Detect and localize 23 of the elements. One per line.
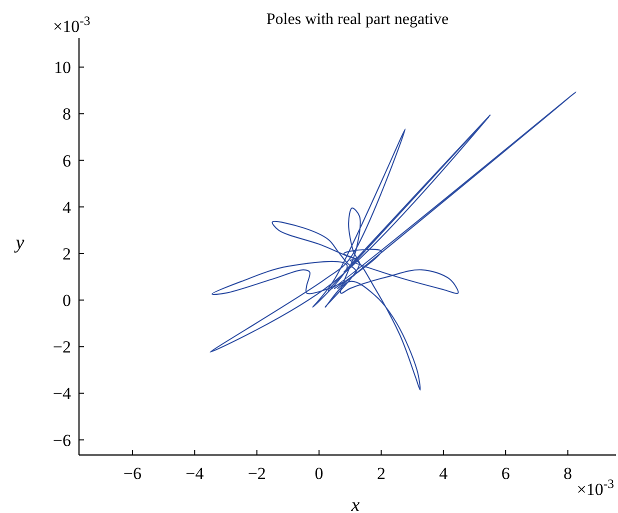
x-tick-label: −6 <box>123 464 142 483</box>
x-axis-title: x <box>350 495 360 513</box>
x-tick-label: 2 <box>376 464 386 483</box>
x-tick-label: 6 <box>501 464 510 483</box>
chart-title: Poles with real part negative <box>266 11 449 28</box>
x-tick-label: 8 <box>564 464 572 483</box>
text: ×10$^{-3}$ <box>53 14 90 36</box>
y-tick-label: 4 <box>62 198 72 217</box>
y-tick-label: 2 <box>62 244 71 264</box>
x-tick-label: −4 <box>186 464 204 483</box>
x-tick-label: 4 <box>439 464 448 483</box>
text: ×10$^{-3}$ <box>576 477 614 499</box>
y-tick-label: −4 <box>52 384 72 404</box>
x-tick-label: 0 <box>314 464 324 483</box>
y-tick-label: −2 <box>52 338 71 357</box>
y-tick-label: 10 <box>54 58 71 78</box>
y-tick-label: 8 <box>62 104 71 124</box>
y-tick-label: 6 <box>62 151 71 170</box>
x-tick-label: −2 <box>248 464 266 483</box>
y-tick-label: −6 <box>52 430 71 450</box>
line-series <box>210 91 576 391</box>
y-axis-title: y <box>14 232 25 254</box>
y-tick-label: 0 <box>62 291 71 310</box>
